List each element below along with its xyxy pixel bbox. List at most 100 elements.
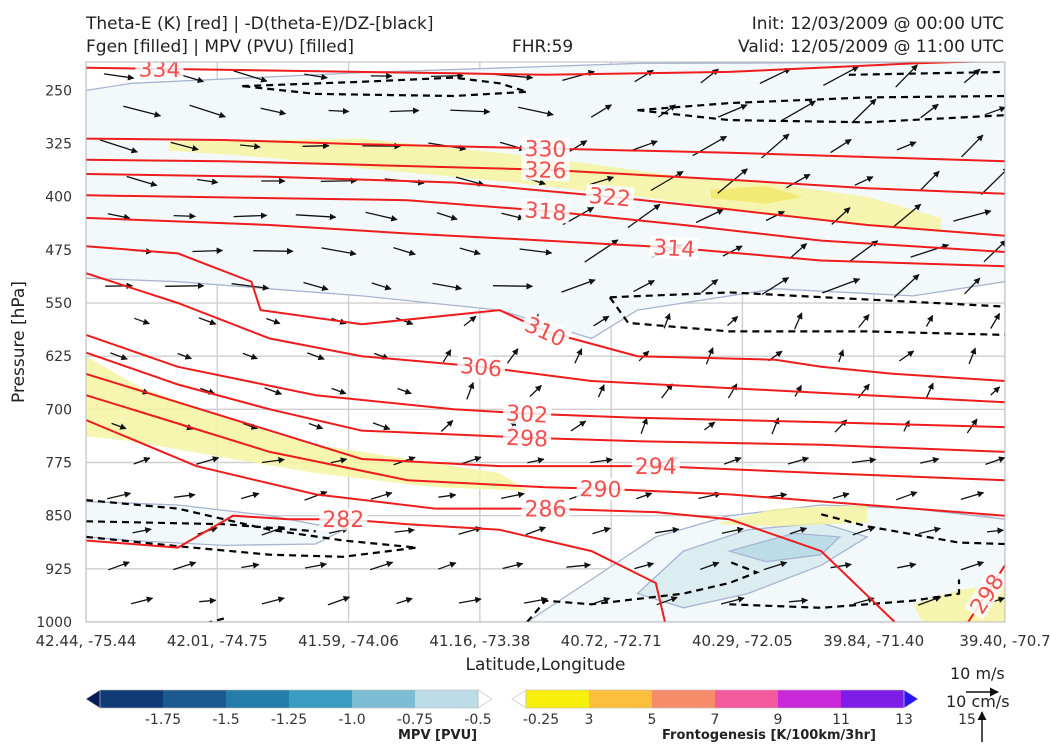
wind-vector (519, 248, 553, 256)
wind-vector (592, 526, 611, 535)
theta-e-label-bg (519, 311, 572, 352)
wind-vector (396, 597, 413, 605)
theta-e-contour (86, 333, 1005, 429)
wind-vector (438, 492, 457, 499)
wind-vector (570, 420, 587, 432)
wind-vector (394, 527, 415, 534)
wind-vector (233, 212, 268, 219)
wind-vector (307, 352, 325, 361)
ddz-contour (526, 560, 760, 622)
wind-vector (640, 417, 648, 435)
wind-vector (658, 104, 676, 118)
wind-vector (132, 527, 152, 534)
wind-vector (501, 491, 525, 500)
wind-vector (517, 106, 554, 117)
wind-vector (107, 213, 131, 221)
wind-vector (253, 247, 294, 255)
plot-area: 3343303263223183143103063022982942902862… (86, 62, 1005, 622)
theta-e-label: 294 (635, 455, 677, 480)
wind-vector (830, 562, 852, 569)
y-tick-label: 400 (45, 190, 72, 206)
wind-vector (173, 561, 197, 571)
wind-vector (266, 317, 281, 325)
wind-vector (111, 422, 127, 430)
wind-vector (960, 560, 985, 571)
ddz-contour (86, 499, 417, 558)
ddz-contour (637, 109, 1005, 124)
theta-e-label: 306 (459, 354, 503, 383)
wind-vector (786, 173, 811, 189)
wind-vector (765, 210, 785, 222)
theta-e-label: 302 (505, 401, 548, 428)
wind-vector (663, 312, 671, 329)
theta-e-label-bg (456, 353, 507, 380)
wind-vector (264, 387, 283, 396)
ref-vector-vertical-label: 10 cm/s (946, 692, 1010, 711)
valid-time: Valid: 12/05/2009 @ 11:00 UTC (738, 37, 1004, 57)
axes: 250 325 400 475 550 625 700 775 850 925 100042.44,… (9, 61, 1050, 675)
theta-e-label-bg (502, 401, 552, 426)
fgen-fill-region (168, 138, 941, 233)
wind-vector (588, 175, 615, 186)
wind-vector (655, 526, 680, 534)
theta-e-label: 314 (652, 236, 695, 263)
fgen-colorbar-tick: 11 (832, 712, 850, 728)
wind-vector (198, 317, 217, 326)
wind-vector (196, 456, 220, 465)
wind-vector (397, 387, 412, 395)
reference-vectors (966, 687, 999, 742)
fgen-fill-region (86, 356, 528, 491)
wind-vector (241, 562, 260, 569)
wind-vector (920, 457, 940, 464)
wind-vector (852, 525, 876, 536)
fgen-colorbar-tri-left (511, 689, 527, 709)
fgen-colorbar-tick: 7 (711, 712, 720, 728)
x-tick-label: 41.16, -73.38 (429, 632, 530, 650)
wind-vector (897, 562, 917, 569)
wind-vector (395, 317, 414, 326)
wind-vector (822, 66, 860, 86)
wind-vector (851, 98, 877, 124)
wind-vector (727, 383, 738, 399)
ddz-contour (242, 76, 528, 98)
wind-vector (723, 456, 742, 465)
mpv-colorbar-segment (289, 690, 353, 708)
theta-e-label-bg (964, 567, 1005, 620)
wind-vector (527, 457, 545, 464)
wind-vector (903, 420, 910, 432)
y-tick-label: 1000 (36, 615, 72, 631)
wind-vector (455, 176, 485, 187)
wind-vector (100, 139, 139, 154)
mpv-colorbar-tri-left (85, 689, 101, 709)
wind-vector (108, 561, 130, 571)
theta-e-label: 298 (506, 426, 549, 453)
wind-vector (261, 596, 285, 605)
wind-vector (197, 178, 219, 185)
wind-vector (458, 596, 482, 604)
wind-vector (891, 203, 922, 229)
wind-vector (858, 313, 870, 328)
wind-vector (961, 134, 984, 158)
wind-vector (788, 597, 809, 604)
wind-vector (304, 73, 328, 81)
ddz-contour (206, 617, 225, 622)
fgen-colorbar-label: Frontogenesis [K/100km/3hr] (662, 728, 876, 743)
wind-vector (437, 561, 457, 570)
wind-vector (492, 282, 534, 290)
y-tick-label: 700 (45, 402, 72, 418)
title-line-1: Theta-E (K) [red] | -D(theta-E)/DZ-[blac… (86, 14, 434, 34)
wind-vector (442, 349, 452, 363)
ddz-contour (608, 296, 1005, 336)
theta-e-contour (86, 372, 1005, 482)
wind-vector (830, 138, 852, 154)
x-tick-label: 39.40, -70.7 (959, 632, 1050, 650)
wind-vector (242, 352, 258, 360)
mpv-colorbar-label: MPV [PVU] (398, 728, 478, 743)
wind-vector (173, 492, 196, 499)
forecast-hour: FHR:59 (512, 37, 574, 57)
wind-vector (722, 245, 743, 257)
wind-vector (466, 381, 475, 400)
wind-vector (832, 492, 850, 500)
theta-e-label: 322 (588, 184, 632, 213)
wind-vector (133, 456, 151, 465)
